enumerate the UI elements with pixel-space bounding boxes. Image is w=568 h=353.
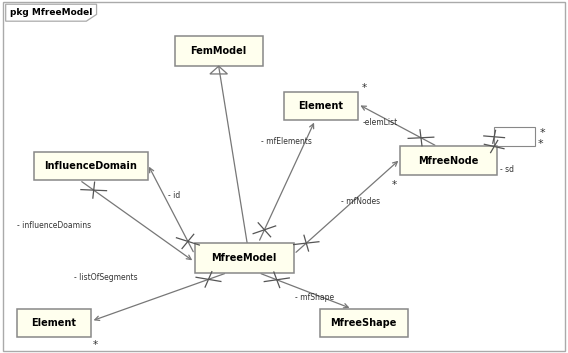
Text: - id: - id — [168, 191, 180, 201]
Text: MfreeShape: MfreeShape — [331, 318, 396, 328]
Text: *: * — [540, 128, 545, 138]
Text: FemModel: FemModel — [190, 46, 247, 56]
FancyBboxPatch shape — [194, 243, 294, 273]
Text: - mfNodes: - mfNodes — [341, 197, 380, 206]
Text: - mfShape: - mfShape — [295, 293, 335, 302]
FancyBboxPatch shape — [175, 36, 262, 66]
Text: *: * — [93, 340, 98, 350]
Text: - sd: - sd — [500, 165, 514, 174]
Text: MfreeModel: MfreeModel — [211, 253, 277, 263]
Text: pkg MfreeModel: pkg MfreeModel — [10, 7, 93, 17]
FancyBboxPatch shape — [400, 146, 497, 175]
Text: - listOfSegments: - listOfSegments — [74, 273, 137, 282]
Text: Element: Element — [31, 318, 77, 328]
FancyBboxPatch shape — [3, 2, 565, 351]
Text: Element: Element — [298, 101, 344, 111]
FancyBboxPatch shape — [34, 152, 148, 180]
Text: *: * — [392, 180, 398, 190]
Text: - mfElements: - mfElements — [261, 137, 312, 146]
Text: -elemList: -elemList — [362, 118, 398, 127]
Text: *: * — [538, 139, 544, 149]
FancyBboxPatch shape — [319, 309, 408, 337]
Text: *: * — [362, 83, 367, 92]
Text: InfluenceDomain: InfluenceDomain — [44, 161, 137, 171]
FancyBboxPatch shape — [284, 92, 358, 120]
FancyBboxPatch shape — [17, 309, 91, 337]
Text: - influenceDoamins: - influenceDoamins — [17, 221, 91, 231]
Text: MfreeNode: MfreeNode — [419, 156, 479, 166]
